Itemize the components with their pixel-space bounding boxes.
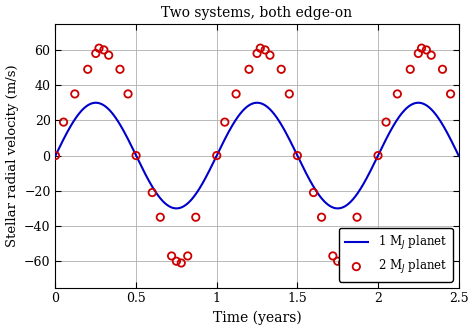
2 M$_J$ planet xyxy=(285,91,293,97)
1 M$_J$ planet xyxy=(231,121,237,125)
2 M$_J$ planet xyxy=(423,47,430,53)
2 M$_J$ planet xyxy=(221,119,228,125)
2 M$_J$ planet xyxy=(124,91,132,97)
2 M$_J$ planet xyxy=(232,91,240,97)
2 M$_J$ planet xyxy=(318,214,325,220)
2 M$_J$ planet xyxy=(256,45,264,51)
2 M$_J$ planet xyxy=(173,259,180,264)
2 M$_J$ planet xyxy=(105,53,112,58)
2 M$_J$ planet xyxy=(100,47,108,53)
2 M$_J$ planet xyxy=(213,153,220,158)
1 M$_J$ planet xyxy=(53,154,58,158)
2 M$_J$ planet xyxy=(310,190,317,195)
2 M$_J$ planet xyxy=(353,214,361,220)
2 M$_J$ planet xyxy=(84,67,91,72)
2 M$_J$ planet xyxy=(177,260,185,266)
2 M$_J$ planet xyxy=(261,47,269,53)
1 M$_J$ planet xyxy=(375,154,381,158)
2 M$_J$ planet xyxy=(92,51,100,56)
2 M$_J$ planet xyxy=(60,119,67,125)
2 M$_J$ planet xyxy=(148,190,156,195)
2 M$_J$ planet xyxy=(277,67,285,72)
2 M$_J$ planet xyxy=(132,153,140,158)
1 M$_J$ planet xyxy=(368,168,374,172)
2 M$_J$ planet xyxy=(52,153,59,158)
2 M$_J$ planet xyxy=(418,45,425,51)
2 M$_J$ planet xyxy=(71,91,79,97)
2 M$_J$ planet xyxy=(156,214,164,220)
2 M$_J$ planet xyxy=(253,51,261,56)
2 M$_J$ planet xyxy=(428,53,435,58)
X-axis label: Time (years): Time (years) xyxy=(213,311,301,325)
Title: Two systems, both edge-on: Two systems, both edge-on xyxy=(162,6,353,20)
2 M$_J$ planet xyxy=(447,91,455,97)
2 M$_J$ planet xyxy=(184,253,191,259)
2 M$_J$ planet xyxy=(415,51,422,56)
1 M$_J$ planet xyxy=(94,101,100,105)
2 M$_J$ planet xyxy=(245,67,253,72)
1 M$_J$ planet xyxy=(330,206,336,210)
Line: 1 M$_J$ planet: 1 M$_J$ planet xyxy=(55,103,459,209)
2 M$_J$ planet xyxy=(329,253,337,259)
2 M$_J$ planet xyxy=(334,259,341,264)
1 M$_J$ planet xyxy=(93,101,99,105)
Y-axis label: Stellar radial velocity (m/s): Stellar radial velocity (m/s) xyxy=(6,64,18,247)
2 M$_J$ planet xyxy=(266,53,274,58)
2 M$_J$ planet xyxy=(168,253,175,259)
1 M$_J$ planet xyxy=(456,154,462,158)
1 M$_J$ planet xyxy=(173,207,179,211)
2 M$_J$ planet xyxy=(95,45,103,51)
2 M$_J$ planet xyxy=(339,260,346,266)
2 M$_J$ planet xyxy=(192,214,200,220)
Legend: 1 M$_J$ planet, 2 M$_J$ planet: 1 M$_J$ planet, 2 M$_J$ planet xyxy=(338,228,453,282)
2 M$_J$ planet xyxy=(345,253,353,259)
2 M$_J$ planet xyxy=(439,67,447,72)
2 M$_J$ planet xyxy=(393,91,401,97)
2 M$_J$ planet xyxy=(407,67,414,72)
2 M$_J$ planet xyxy=(293,153,301,158)
2 M$_J$ planet xyxy=(116,67,124,72)
2 M$_J$ planet xyxy=(374,153,382,158)
1 M$_J$ planet xyxy=(217,148,222,152)
2 M$_J$ planet xyxy=(382,119,390,125)
